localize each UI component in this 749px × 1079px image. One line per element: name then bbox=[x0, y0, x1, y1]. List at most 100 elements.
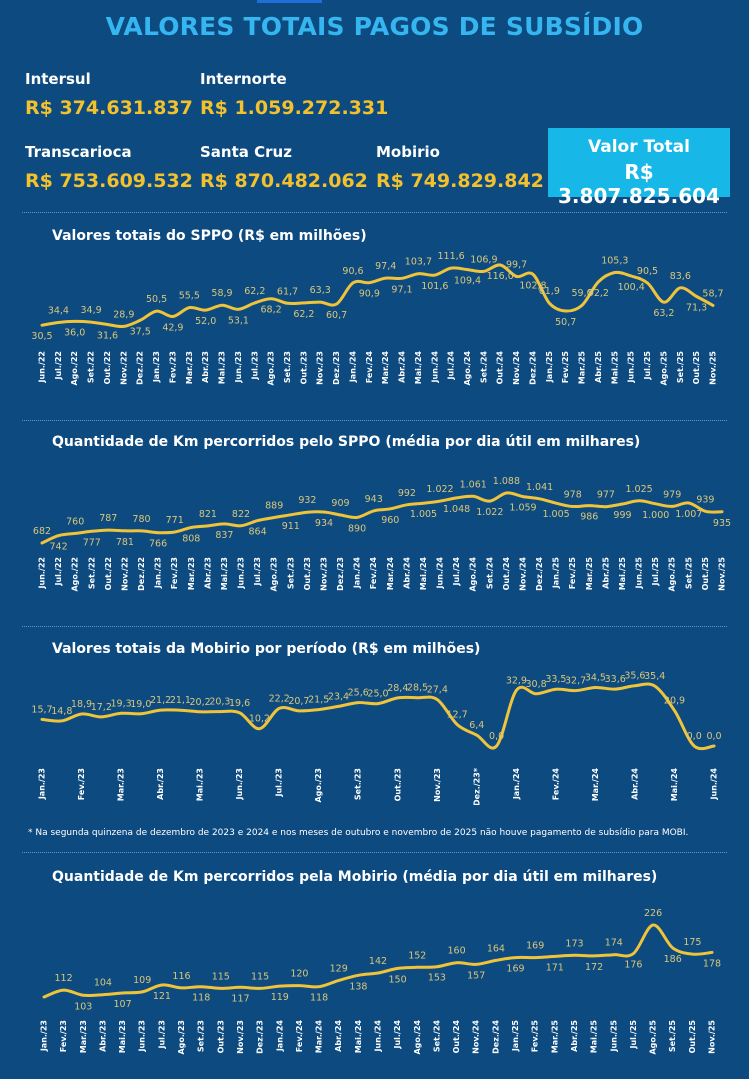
x-tick-label: Set./22 bbox=[87, 351, 96, 383]
data-label: 1.007 bbox=[675, 509, 702, 520]
data-label: 117 bbox=[231, 993, 249, 1004]
data-label: 142 bbox=[369, 956, 387, 967]
x-tick-label: Jun./23 bbox=[235, 768, 244, 800]
data-label: 120 bbox=[290, 969, 308, 980]
x-tick-label: Out./22 bbox=[104, 557, 113, 590]
data-label: 986 bbox=[580, 512, 598, 523]
x-tick-label: Abr./25 bbox=[594, 351, 603, 383]
data-label: 21,2 bbox=[150, 695, 171, 706]
chart-title-sppo-km: Quantidade de Km percorridos pelo SPPO (… bbox=[52, 434, 641, 450]
data-label: 101,6 bbox=[421, 281, 448, 292]
operator-mobirio: Mobirio R$ 749.829.842 bbox=[376, 143, 544, 192]
data-label: 17,2 bbox=[91, 702, 112, 713]
data-label: 1.059 bbox=[509, 503, 536, 514]
data-label: 32,9 bbox=[506, 675, 527, 686]
x-tick-label: Set./23 bbox=[286, 557, 295, 589]
data-label: 138 bbox=[349, 981, 367, 992]
data-label: 37,5 bbox=[130, 326, 151, 337]
divider bbox=[22, 212, 727, 213]
x-tick-label: Set./23 bbox=[197, 1020, 206, 1052]
x-tick-label: Nov./25 bbox=[708, 1020, 717, 1054]
data-label: 164 bbox=[487, 943, 505, 954]
x-tick-label: Jun./23 bbox=[237, 557, 246, 589]
data-label: 911 bbox=[282, 521, 300, 532]
divider bbox=[22, 626, 727, 627]
x-tick-label: Ago./23 bbox=[267, 351, 276, 386]
x-tick-label: Jan./25 bbox=[511, 1020, 520, 1053]
data-label: 20,3 bbox=[209, 697, 230, 708]
x-tick-label: Jun./22 bbox=[38, 351, 47, 383]
x-tick-label: Dez./24 bbox=[529, 351, 538, 385]
x-tick-label: Jan./24 bbox=[349, 351, 358, 384]
data-label: 864 bbox=[249, 527, 267, 538]
x-tick-label: Abr./23 bbox=[156, 768, 165, 800]
x-tick-label: Fev./23 bbox=[77, 768, 86, 800]
x-tick-label: Ago./23 bbox=[177, 1020, 186, 1055]
data-label: 160 bbox=[448, 946, 466, 957]
data-label: 103 bbox=[74, 1001, 92, 1012]
data-label: 106,9 bbox=[470, 254, 497, 265]
x-tick-label: Jan./24 bbox=[275, 1020, 284, 1053]
x-tick-label: Abr./24 bbox=[402, 557, 411, 589]
x-tick-label: Mai./24 bbox=[414, 351, 423, 385]
data-label: 63,2 bbox=[653, 308, 674, 319]
x-tick-label: Fev./23 bbox=[59, 1020, 68, 1052]
chart-title-mobirio-valores: Valores totais da Mobirio por período (R… bbox=[52, 641, 481, 657]
data-label: 172 bbox=[585, 962, 603, 973]
x-tick-label: Abr./23 bbox=[203, 557, 212, 589]
x-tick-label: Abr./25 bbox=[570, 1020, 579, 1052]
x-tick-label: Dez./22 bbox=[136, 351, 145, 385]
data-label: 102,8 bbox=[519, 280, 546, 291]
data-label: 20,2 bbox=[190, 697, 211, 708]
data-label: 760 bbox=[66, 516, 84, 527]
operator-name: Mobirio bbox=[376, 143, 440, 161]
data-label: 68,2 bbox=[261, 305, 282, 316]
data-label: 821 bbox=[199, 509, 217, 520]
data-label: 90,5 bbox=[637, 266, 658, 277]
x-tick-label: Dez./23 bbox=[332, 351, 341, 385]
x-tick-label: Mar./24 bbox=[386, 557, 395, 591]
data-label: 58,9 bbox=[211, 288, 232, 299]
x-tick-label: Jul./25 bbox=[651, 557, 660, 587]
data-label: 30,5 bbox=[31, 331, 52, 342]
data-label: 34,4 bbox=[48, 306, 69, 317]
data-label: 1.022 bbox=[476, 507, 503, 518]
x-tick-label: Fev./23 bbox=[170, 557, 179, 589]
x-tick-label: Out./25 bbox=[701, 557, 710, 591]
data-label: 33,5 bbox=[545, 674, 566, 685]
x-tick-label: Mai./25 bbox=[590, 1020, 599, 1054]
operator-intersul: Intersul R$ 374.631.837 bbox=[25, 70, 193, 119]
x-tick-label: Nov./22 bbox=[119, 351, 128, 385]
data-label: 116,0 bbox=[487, 271, 514, 282]
data-label: 157 bbox=[467, 970, 485, 981]
total-box: Valor Total R$ 3.807.825.604 bbox=[548, 128, 730, 208]
divider bbox=[22, 852, 727, 853]
data-label: 781 bbox=[116, 537, 134, 548]
data-label: 176 bbox=[624, 960, 642, 971]
data-label: 50,5 bbox=[146, 294, 167, 305]
x-tick-label: Jul./24 bbox=[447, 351, 456, 381]
data-label: 25,0 bbox=[367, 689, 388, 700]
x-tick-label: Jul./24 bbox=[452, 557, 461, 587]
data-label: 822 bbox=[232, 509, 250, 520]
x-tick-label: Mar./23 bbox=[187, 557, 196, 590]
data-label: 105,3 bbox=[601, 256, 628, 267]
data-label: 169 bbox=[526, 941, 544, 952]
data-label: 107 bbox=[114, 999, 132, 1010]
x-tick-label: Nov./25 bbox=[709, 351, 718, 385]
x-tick-label: Nov./23 bbox=[316, 351, 325, 385]
x-tick-label: Nov./22 bbox=[120, 557, 129, 591]
data-label: 55,5 bbox=[179, 291, 200, 302]
x-tick-label: Nov./23 bbox=[236, 1020, 245, 1054]
data-label: 99,7 bbox=[506, 260, 527, 271]
data-label: 960 bbox=[381, 515, 399, 526]
x-tick-label: Set./23 bbox=[283, 351, 292, 383]
data-label: 109,4 bbox=[454, 276, 481, 287]
data-label: 19,6 bbox=[229, 698, 250, 709]
x-tick-label: Abr./23 bbox=[201, 351, 210, 383]
x-tick-label: Mai./23 bbox=[218, 351, 227, 384]
data-label: 53,1 bbox=[228, 315, 249, 326]
data-label: 31,6 bbox=[97, 331, 118, 342]
data-label: 32,7 bbox=[565, 676, 586, 687]
data-label: 978 bbox=[564, 490, 582, 501]
